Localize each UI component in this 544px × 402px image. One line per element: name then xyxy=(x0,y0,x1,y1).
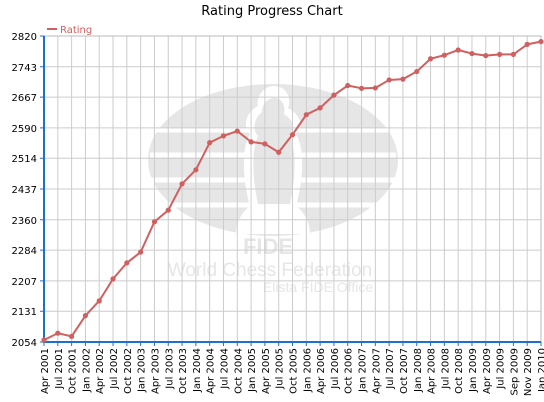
data-point xyxy=(455,47,461,53)
data-point xyxy=(441,52,447,58)
y-tick-label: 2667 xyxy=(12,93,37,104)
data-point xyxy=(96,298,102,304)
data-point xyxy=(386,77,392,83)
x-tick-label: Apr 2001 xyxy=(40,348,51,394)
x-tick-label: Apr 2002 xyxy=(95,348,106,394)
data-point xyxy=(372,85,378,91)
x-tick-label: Apr 2007 xyxy=(371,348,382,394)
x-tick-label: Jan 2009 xyxy=(468,348,479,393)
data-point xyxy=(234,128,240,134)
x-tick-label: Oct 2006 xyxy=(344,348,355,394)
data-point xyxy=(289,132,296,138)
chart-title: Rating Progress Chart xyxy=(201,4,343,19)
x-tick-label: Jan 2006 xyxy=(302,348,313,393)
data-point xyxy=(510,51,516,57)
x-tick-label: Oct 2008 xyxy=(454,348,465,394)
data-point xyxy=(414,68,420,75)
gridlines xyxy=(43,35,542,343)
x-tick-label: Jan 2008 xyxy=(413,348,424,393)
data-point xyxy=(55,330,61,336)
x-tick-label: Jan 2007 xyxy=(358,348,369,393)
x-tick-label: Jul 2005 xyxy=(275,348,286,390)
x-tick-label: Jan 2003 xyxy=(137,348,148,393)
watermark-knight-inner xyxy=(253,98,295,204)
x-tick-label: Apr 2005 xyxy=(261,348,272,394)
data-point xyxy=(69,333,75,340)
x-tick-label: Jan 2004 xyxy=(192,348,203,393)
x-tick-label: Apr 2009 xyxy=(482,348,493,394)
y-tick-label: 2820 xyxy=(12,32,37,43)
data-point xyxy=(524,41,530,47)
data-point xyxy=(469,50,475,57)
y-tick-label: 2743 xyxy=(12,63,37,74)
axes: 2054 2131 2207 2284 2360 2437 2514 2590 2667 2743… xyxy=(12,32,544,396)
x-tick-label: Oct 2002 xyxy=(123,348,134,394)
data-point xyxy=(248,139,254,145)
x-tick-label: Jul 2003 xyxy=(164,348,175,390)
legend: Rating xyxy=(47,25,92,36)
x-tick-label: Oct 2004 xyxy=(233,348,244,394)
data-point xyxy=(151,219,158,225)
y-tick-label: 2437 xyxy=(12,185,37,196)
data-point xyxy=(317,105,323,111)
x-tick-label: Jul 2001 xyxy=(54,348,65,390)
y-tick-label: 2131 xyxy=(12,307,37,318)
data-point xyxy=(138,249,144,255)
data-point xyxy=(165,207,171,213)
data-point xyxy=(124,260,130,266)
y-tick-label: 2054 xyxy=(12,338,37,349)
watermark-line1: World Chess Federation xyxy=(168,260,373,281)
watermark-line2: Elista FIDE Office xyxy=(263,279,373,295)
x-tick-label: Jul 2006 xyxy=(330,348,341,390)
y-tick-label: 2360 xyxy=(12,216,37,227)
x-tick-label: Apr 2008 xyxy=(427,348,438,394)
data-point xyxy=(41,337,47,343)
x-tick-label: Oct 2005 xyxy=(289,348,300,394)
data-point xyxy=(276,149,282,155)
y-tick-label: 2284 xyxy=(12,246,37,257)
x-tick-label: Jul 2007 xyxy=(385,348,396,390)
x-tick-label: Oct 2007 xyxy=(399,348,410,394)
x-tick-label: Jul 2004 xyxy=(219,348,230,390)
data-point xyxy=(358,85,365,91)
x-tick-label: Jul 2008 xyxy=(440,348,451,390)
data-point xyxy=(331,92,337,98)
data-point xyxy=(193,167,199,173)
x-tick-label: Oct 2001 xyxy=(68,348,79,394)
x-tick-label: Sep 2009 xyxy=(509,348,520,395)
y-tick-label: 2207 xyxy=(12,277,37,288)
x-tick-label: Nov 2009 xyxy=(523,348,534,396)
x-tick-label: Jan 2002 xyxy=(81,348,92,393)
data-point xyxy=(496,51,503,57)
data-point xyxy=(303,112,309,118)
x-tick-label: Apr 2006 xyxy=(316,348,327,394)
y-tick-label: 2514 xyxy=(12,154,37,165)
data-point xyxy=(400,76,406,82)
data-point xyxy=(483,52,489,59)
data-point xyxy=(538,38,544,45)
x-tick-label: Jan 2010 xyxy=(537,348,544,393)
watermark-org: FIDE xyxy=(243,234,293,259)
data-point xyxy=(207,140,213,146)
x-tick-label: Jul 2009 xyxy=(496,348,507,390)
legend-label-rating: Rating xyxy=(60,25,92,36)
x-tick-label: Apr 2004 xyxy=(206,348,217,394)
x-tick-label: Apr 2003 xyxy=(150,348,161,394)
data-point xyxy=(345,82,351,89)
data-point xyxy=(262,141,268,147)
y-tick-label: 2590 xyxy=(12,124,37,135)
x-tick-label: Jul 2002 xyxy=(109,348,120,390)
data-point xyxy=(427,56,434,62)
data-point xyxy=(110,276,116,282)
x-tick-label: Oct 2003 xyxy=(178,348,189,394)
data-point xyxy=(82,313,89,319)
x-tick-label: Jan 2005 xyxy=(247,348,258,393)
data-point xyxy=(179,181,185,187)
data-point xyxy=(220,133,227,139)
series-rating xyxy=(41,38,544,343)
